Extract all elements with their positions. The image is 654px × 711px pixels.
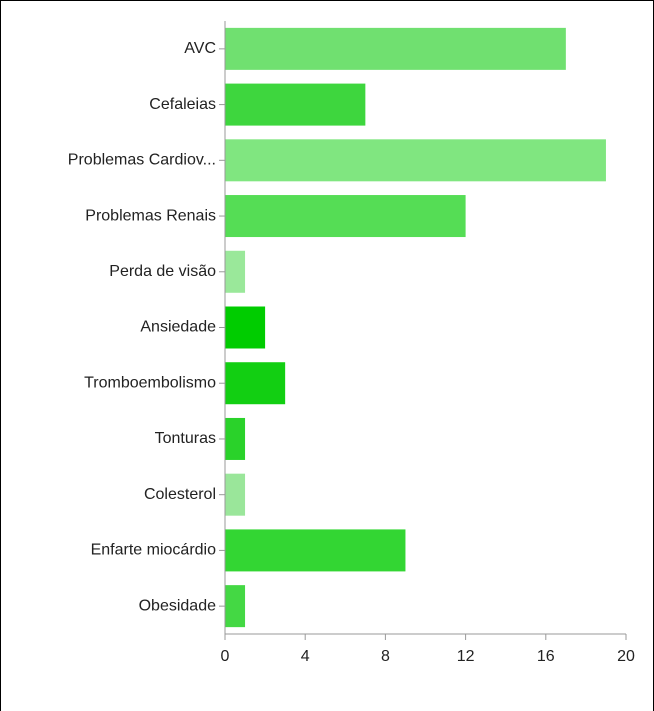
bar: [225, 417, 246, 460]
y-tick-label: Tonturas: [155, 430, 216, 447]
x-tick-label: 4: [301, 648, 310, 665]
y-tick-label: Enfarte miocárdio: [91, 542, 216, 559]
x-tick-label: 12: [457, 648, 475, 665]
y-tick-label: Obesidade: [139, 597, 216, 614]
bar: [225, 27, 566, 70]
y-tick-label: Ansiedade: [140, 319, 216, 336]
bar: [225, 362, 286, 405]
bar: [225, 585, 246, 628]
y-tick-label: Colesterol: [144, 486, 216, 503]
bar: [225, 473, 246, 516]
y-tick-label: Problemas Renais: [85, 207, 216, 224]
bar: [225, 195, 466, 238]
bar: [225, 529, 406, 572]
bar: [225, 250, 246, 293]
x-tick-label: 20: [617, 648, 635, 665]
y-tick-label: AVC: [184, 40, 216, 57]
y-tick-label: Problemas Cardiov...: [68, 152, 216, 169]
x-tick-label: 0: [221, 648, 230, 665]
bar: [225, 139, 606, 182]
y-tick-label: Cefaleias: [149, 96, 216, 113]
y-tick-label: Perda de visão: [109, 263, 216, 280]
x-tick-label: 8: [381, 648, 390, 665]
bar: [225, 83, 366, 126]
bar: [225, 306, 266, 349]
y-tick-label: Tromboembolismo: [84, 374, 216, 391]
x-tick-label: 16: [537, 648, 555, 665]
